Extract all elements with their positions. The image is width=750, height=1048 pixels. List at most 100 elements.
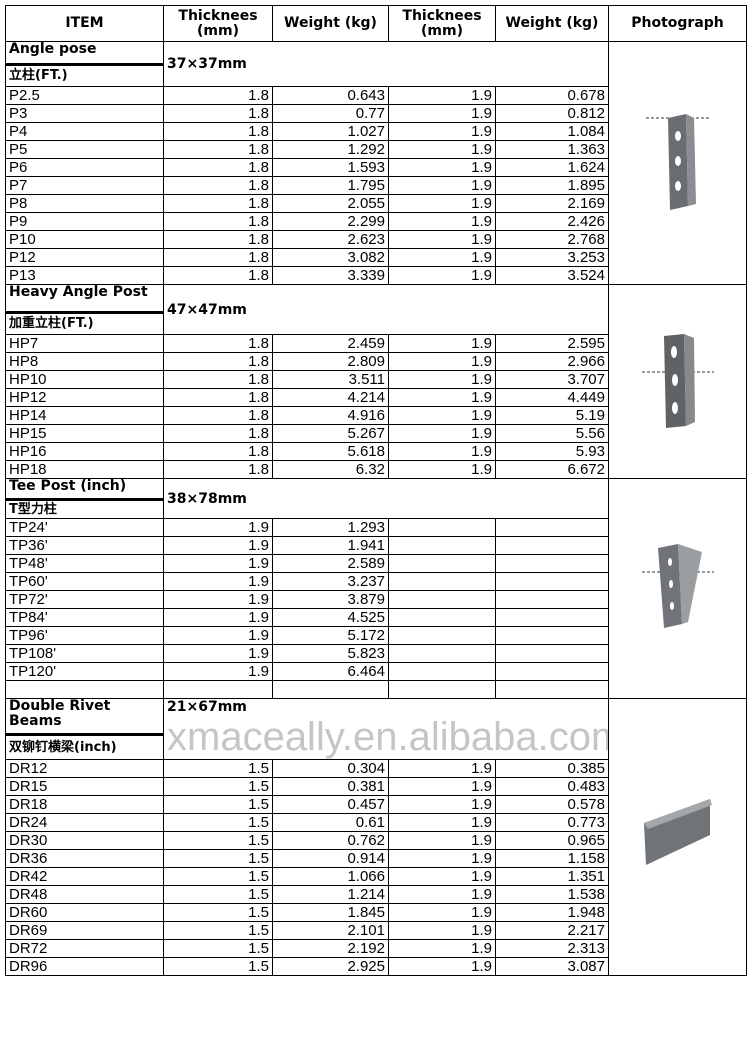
- item-code: P4: [5, 122, 164, 141]
- weight-1: 3.511: [272, 370, 389, 389]
- tee-post-photo: [608, 478, 747, 699]
- table-row: P12 1.8 3.082 1.9 3.253: [5, 248, 747, 267]
- thickness-1: 1.5: [163, 831, 273, 850]
- item-code: DR36: [5, 849, 164, 868]
- item-code: DR72: [5, 939, 164, 958]
- thickness-1: 1.9: [163, 626, 273, 645]
- header-item: ITEM: [5, 5, 164, 42]
- weight-1: 0.61: [272, 813, 389, 832]
- item-code: HP10: [5, 370, 164, 389]
- table-row: HP10 1.8 3.511 1.9 3.707: [5, 370, 747, 389]
- thickness-2: 1.9: [388, 885, 496, 904]
- weight-2: 1.624: [495, 158, 609, 177]
- table-row: HP15 1.8 5.267 1.9 5.56: [5, 424, 747, 443]
- table-row: P10 1.8 2.623 1.9 2.768: [5, 230, 747, 249]
- thickness-2: 1.9: [388, 759, 496, 778]
- thickness-1: 1.5: [163, 777, 273, 796]
- weight-1: 2.055: [272, 194, 389, 213]
- item-code: P9: [5, 212, 164, 231]
- weight-2: 3.253: [495, 248, 609, 267]
- section-chinese-name: 立柱(FT.): [5, 63, 164, 87]
- thickness-1: 1.9: [163, 590, 273, 609]
- weight-1: 4.916: [272, 406, 389, 425]
- section-spec-cell: 38×78mm: [163, 478, 609, 519]
- weight-2: 4.449: [495, 388, 609, 407]
- weight-1: 5.172: [272, 626, 389, 645]
- weight-2: [495, 662, 609, 681]
- table-row: TP24' 1.9 1.293: [5, 518, 747, 537]
- item-code: HP15: [5, 424, 164, 443]
- section-spec: 37×37mm: [167, 56, 247, 72]
- section-name: Tee Post (inch): [5, 478, 164, 500]
- thickness-2: [388, 536, 496, 555]
- weight-1: 3.339: [272, 266, 389, 285]
- double-rivet-beam-photo: [608, 698, 747, 976]
- thickness-2: 1.9: [388, 424, 496, 443]
- table-row: DR60 1.5 1.845 1.9 1.948: [5, 903, 747, 922]
- thickness-2: 1.9: [388, 406, 496, 425]
- item-code: P8: [5, 194, 164, 213]
- weight-2: 3.707: [495, 370, 609, 389]
- table-row: DR15 1.5 0.381 1.9 0.483: [5, 777, 747, 796]
- header-thickness-1: Thicknees (mm): [163, 5, 273, 42]
- weight-1: 0.304: [272, 759, 389, 778]
- weight-1: 5.618: [272, 442, 389, 461]
- table-row: DR48 1.5 1.214 1.9 1.538: [5, 885, 747, 904]
- table-row: HP14 1.8 4.916 1.9 5.19: [5, 406, 747, 425]
- weight-1: 0.381: [272, 777, 389, 796]
- weight-2: 0.578: [495, 795, 609, 814]
- thickness-2: 1.9: [388, 334, 496, 353]
- header-weight-2: Weight (kg): [495, 5, 609, 42]
- thickness-2: 1.9: [388, 248, 496, 267]
- table-row: DR12 1.5 0.304 1.9 0.385: [5, 759, 747, 778]
- weight-1: 2.589: [272, 554, 389, 573]
- thickness-1: 1.9: [163, 608, 273, 627]
- weight-2: 1.158: [495, 849, 609, 868]
- thickness-1: 1.8: [163, 212, 273, 231]
- weight-2: 0.773: [495, 813, 609, 832]
- table-row: TP108' 1.9 5.823: [5, 644, 747, 663]
- thickness-2: 1.9: [388, 86, 496, 105]
- section-spec: 21×67mm: [167, 699, 247, 716]
- thickness-2: 1.9: [388, 194, 496, 213]
- table-row: P2.5 1.8 0.643 1.9 0.678: [5, 86, 747, 105]
- weight-2: 1.948: [495, 903, 609, 922]
- table-row: TP48' 1.9 2.589: [5, 554, 747, 573]
- weight-1: 5.823: [272, 644, 389, 663]
- thickness-1: 1.8: [163, 460, 273, 479]
- item-code: TP36': [5, 536, 164, 555]
- thickness-2: 1.9: [388, 158, 496, 177]
- header-thickness-2: Thicknees (mm): [388, 5, 496, 42]
- table-row: DR36 1.5 0.914 1.9 1.158: [5, 849, 747, 868]
- thickness-2: 1.9: [388, 370, 496, 389]
- section-name: Double Rivet Beams: [5, 697, 164, 736]
- thickness-1: 1.8: [163, 122, 273, 141]
- section-heading-row: Tee Post (inch) 38×78mm: [5, 478, 747, 699]
- section-spec-cell: 47×47mm: [163, 284, 609, 335]
- section-heading-row: Double Rivet Beams 21×67mm xmaceally.en.a…: [5, 697, 747, 976]
- angle-post-photo: [608, 41, 747, 285]
- item-code: TP84': [5, 608, 164, 627]
- header-row: ITEM Thicknees (mm) Weight (kg) Thicknee…: [5, 5, 747, 42]
- section-name: Angle pose: [5, 41, 164, 65]
- weight-2: 5.93: [495, 442, 609, 461]
- section-subheading-row: 加重立柱(FT.): [5, 311, 747, 335]
- section-chinese-name: 双铆钉横梁(inch): [5, 733, 164, 760]
- thickness-1: 1.8: [163, 248, 273, 267]
- thickness-2: 1.9: [388, 352, 496, 371]
- thickness-1: 1.5: [163, 921, 273, 940]
- header-photograph: Photograph: [608, 5, 747, 42]
- thickness-2: 1.9: [388, 140, 496, 159]
- item-code: DR18: [5, 795, 164, 814]
- spec-table: ITEM Thicknees (mm) Weight (kg) Thicknee…: [5, 5, 747, 976]
- weight-2: [495, 572, 609, 591]
- item-code: DR15: [5, 777, 164, 796]
- thickness-1: 1.5: [163, 849, 273, 868]
- table-row: DR42 1.5 1.066 1.9 1.351: [5, 867, 747, 886]
- thickness-2: 1.9: [388, 122, 496, 141]
- table-row: DR30 1.5 0.762 1.9 0.965: [5, 831, 747, 850]
- weight-1: 1.293: [272, 518, 389, 537]
- weight-1: [272, 680, 389, 699]
- item-code: TP48': [5, 554, 164, 573]
- item-code: DR48: [5, 885, 164, 904]
